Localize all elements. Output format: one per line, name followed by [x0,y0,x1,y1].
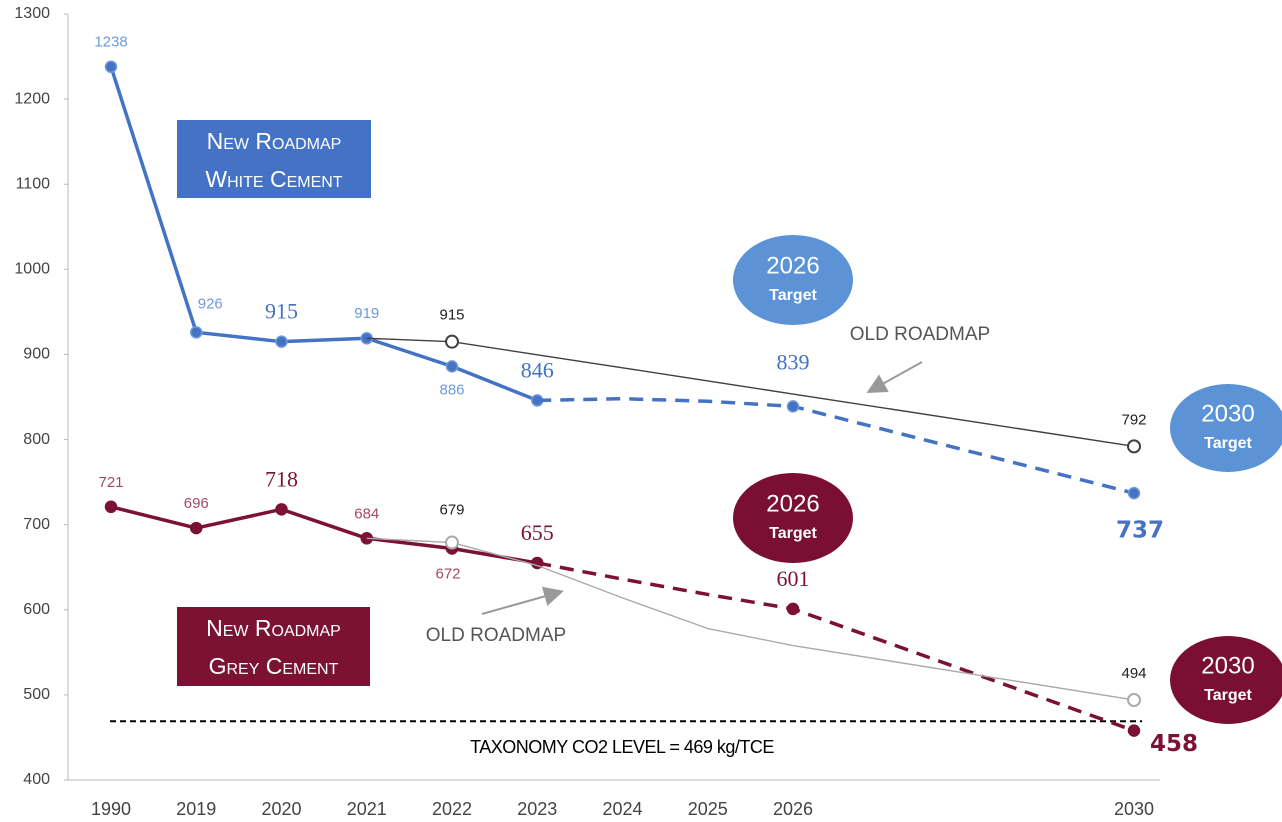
target-bubble [1170,636,1282,724]
x-tick-label: 2020 [261,799,301,819]
data-point [190,326,203,339]
data-point [104,60,118,74]
y-tick-label: 400 [23,771,50,788]
target-bubble [733,473,853,563]
data-label: 915 [265,299,298,324]
y-tick-label: 1100 [16,175,51,192]
x-tick-label: 2024 [602,799,642,819]
annotation: OLD ROADMAP [426,625,566,646]
data-label: 696 [184,495,209,512]
data-label: 737 [1116,518,1164,544]
target-label: Target [1204,687,1252,704]
reference-label: TAXONOMY CO2 LEVEL = 469 kg/TCE [470,737,774,757]
y-tick-label: 1000 [14,261,50,278]
data-label: 718 [265,466,298,491]
data-label: 679 [439,502,464,519]
data-label: 601 [777,566,810,591]
x-tick-label: 2030 [1114,799,1154,819]
data-label: 684 [354,505,379,522]
x-tick-label: 2019 [176,799,216,819]
data-label: 839 [777,349,810,374]
x-tick-label: 1990 [91,799,131,819]
y-tick-label: 600 [23,601,50,618]
data-point [190,521,203,535]
data-point [1127,692,1141,707]
arrow [481,586,564,615]
target-label: Target [1204,435,1252,452]
series-line [366,337,1135,448]
data-point [1127,439,1141,454]
data-label: 721 [98,474,123,491]
series-line [366,537,1135,701]
y-tick-label: 1300 [14,5,50,22]
x-tick-label: 2026 [773,799,813,819]
series-label: New Roadmap Grey Cement [177,607,370,686]
target-year: 2030 [1201,652,1254,679]
annotation: OLD ROADMAP [850,324,990,345]
target-label: Target [769,287,817,304]
x-tick-label: 2022 [432,799,472,819]
data-point [275,503,288,516]
x-tick-label: 2025 [688,799,728,819]
data-label: 926 [198,295,223,312]
data-label: 672 [435,565,460,582]
data-label: 915 [439,307,464,324]
data-point [1127,486,1141,500]
target-label: Target [769,525,817,542]
data-label: 919 [354,305,379,322]
data-point [275,335,288,348]
series-label: New Roadmap White Cement [177,120,371,198]
data-label: 494 [1121,665,1146,682]
series-line [109,66,538,403]
data-label: 846 [521,357,554,382]
data-label: 792 [1121,411,1146,428]
data-point [445,535,459,550]
x-tick-label: 2023 [517,799,557,819]
data-point [445,334,459,349]
y-tick-label: 1200 [14,90,50,107]
series-line [110,505,538,565]
data-label: 655 [521,520,554,545]
data-point [445,360,459,373]
series-line [537,396,1135,495]
y-tick-label: 500 [23,686,50,703]
y-tick-label: 800 [23,431,50,448]
target-bubble [1170,384,1282,472]
arrow [866,361,923,393]
data-point [786,602,800,616]
target-year: 2026 [766,490,819,517]
data-point [104,500,118,514]
target-year: 2026 [766,252,819,279]
y-tick-label: 700 [23,516,50,533]
target-bubble [733,235,853,325]
data-label: 458 [1150,731,1198,757]
data-label: 1238 [94,34,127,51]
data-point [1127,724,1141,737]
data-label: 886 [439,381,464,398]
y-tick-label: 900 [23,346,50,363]
data-point [786,400,800,413]
series-line [536,561,1135,733]
x-tick-label: 2021 [347,799,387,819]
target-year: 2030 [1201,400,1254,427]
